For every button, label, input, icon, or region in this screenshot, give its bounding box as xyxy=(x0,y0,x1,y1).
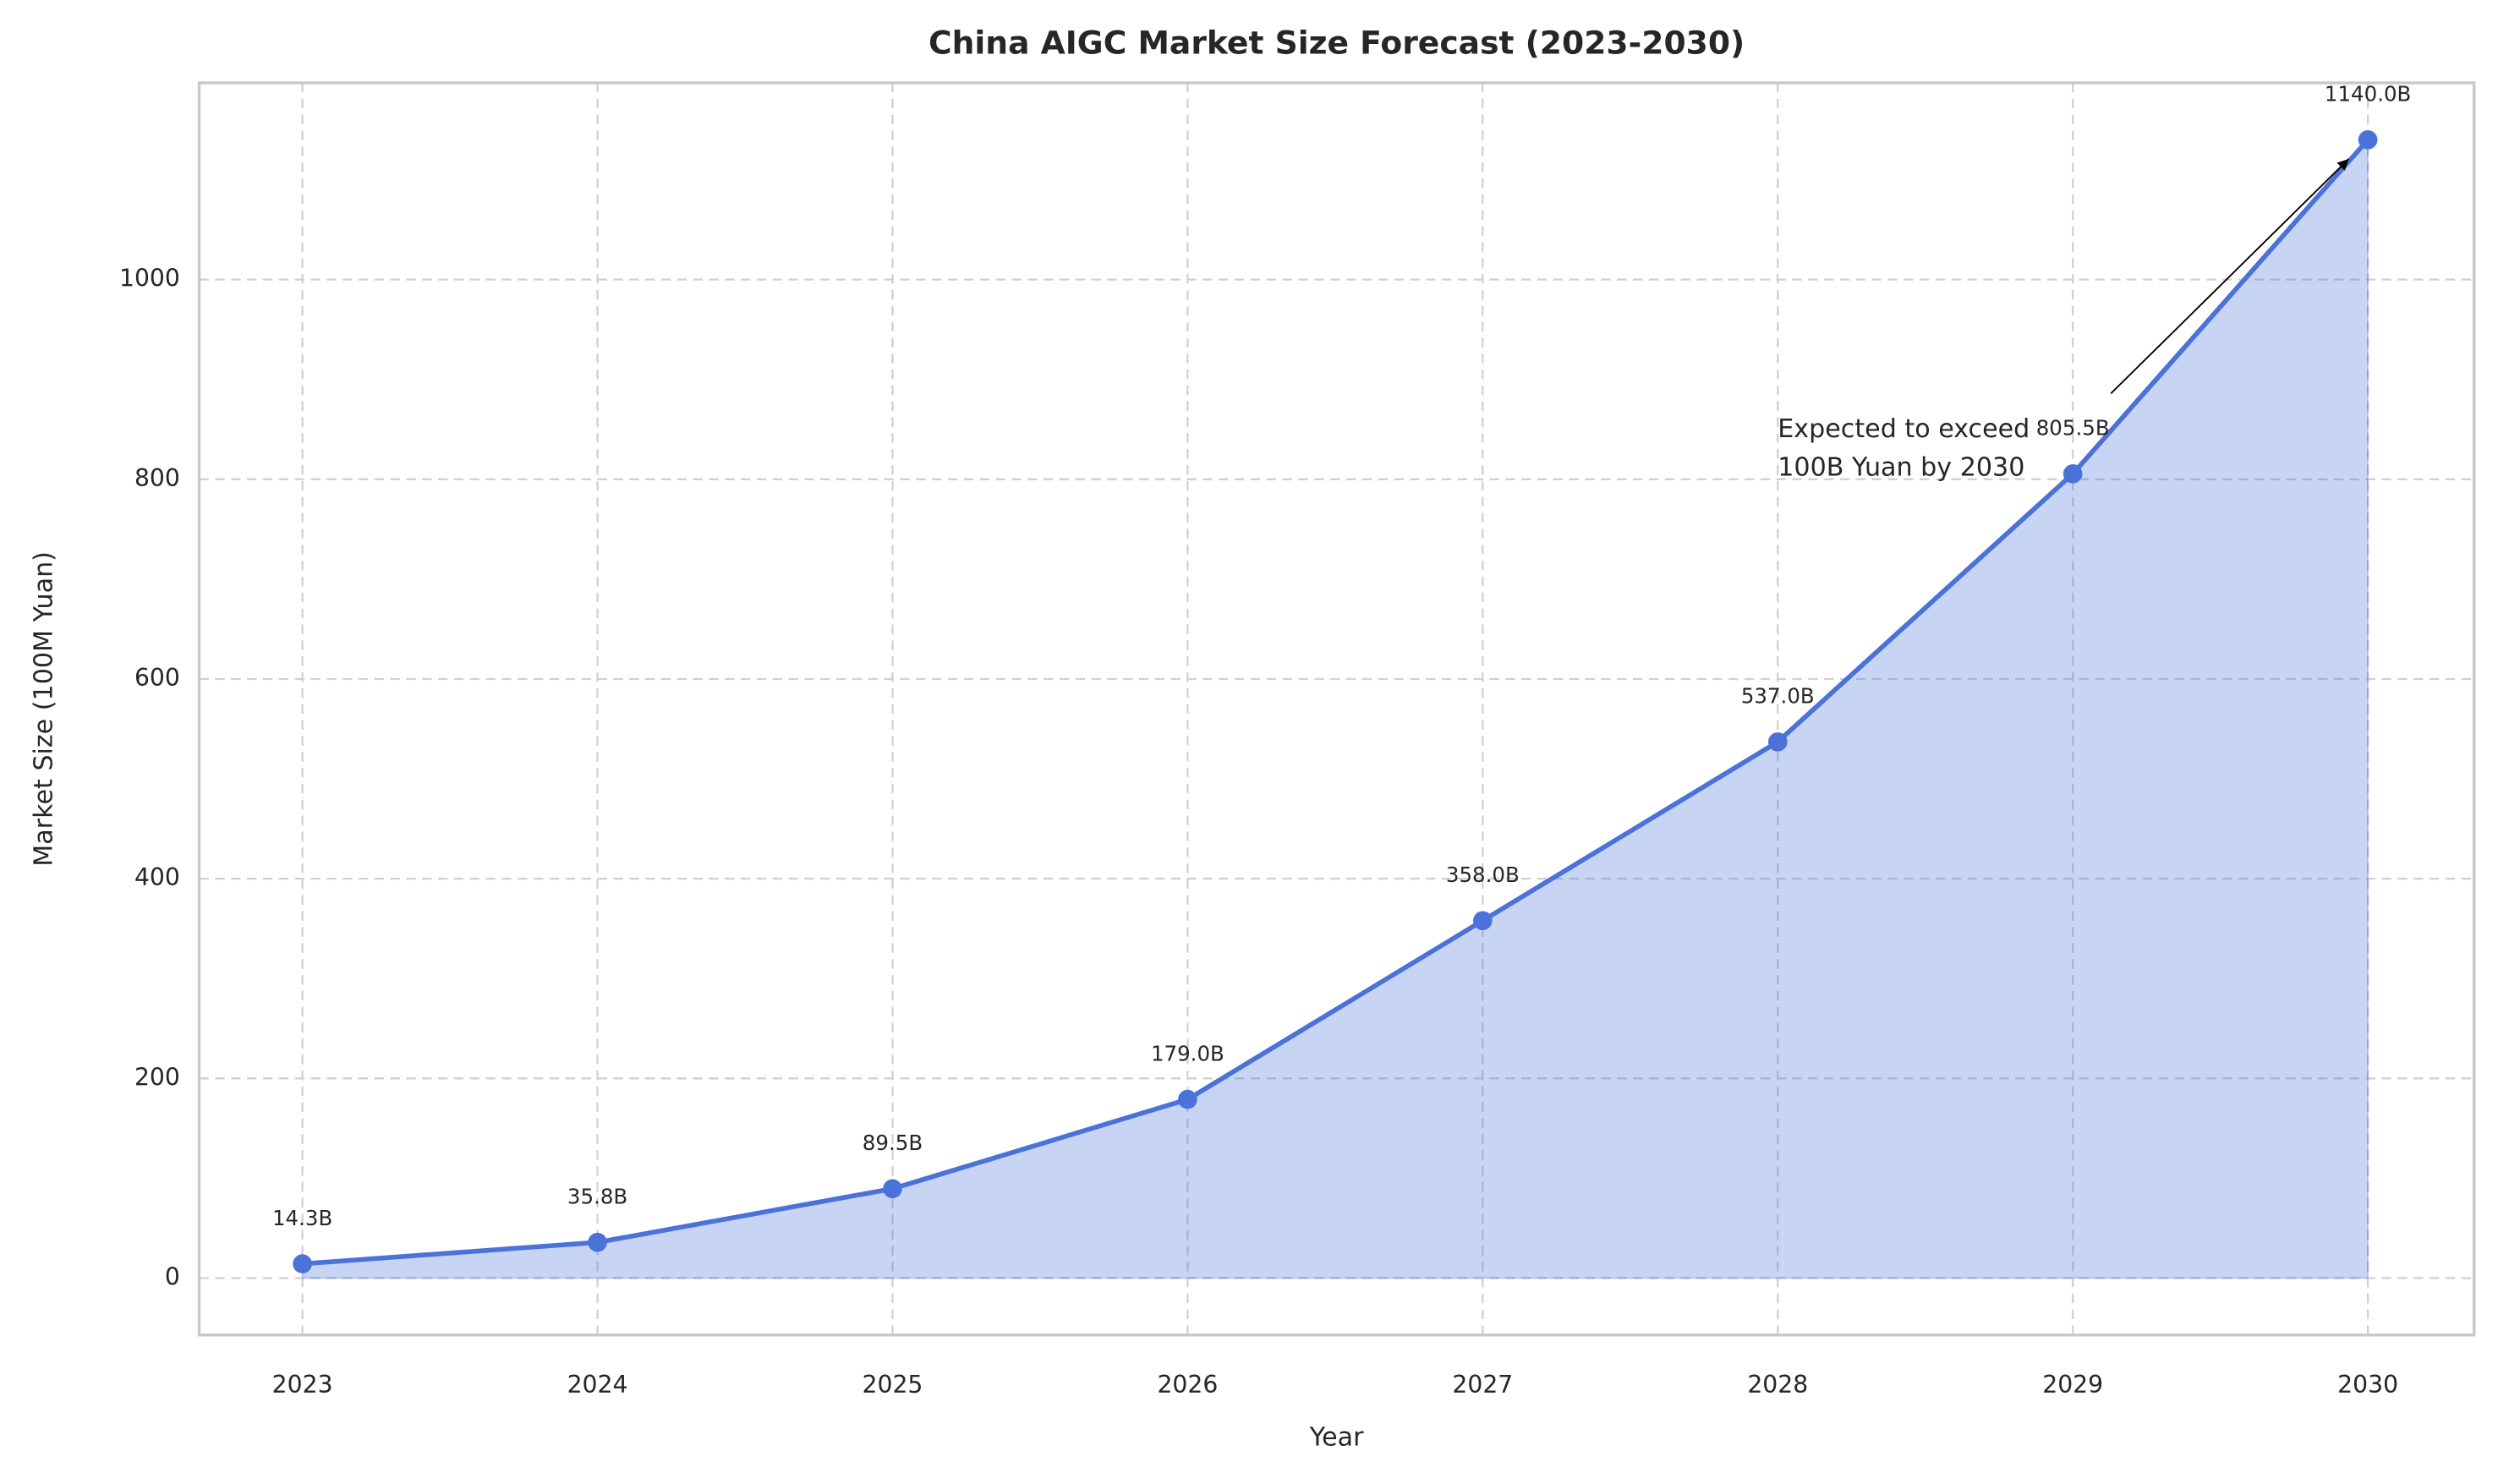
point xyxy=(2062,464,2083,484)
plot-frame xyxy=(197,81,2476,1337)
x-tick-label: 2030 xyxy=(2337,1371,2398,1399)
point xyxy=(293,1254,312,1273)
point xyxy=(883,1179,902,1199)
x-tick-label: 2026 xyxy=(1157,1371,1218,1399)
point xyxy=(1473,911,1493,931)
y-tick-label: 0 xyxy=(165,1262,180,1290)
y-tick-label: 1000 xyxy=(119,265,180,293)
x-axis-label: Year xyxy=(1309,1423,1364,1453)
x-tick-label: 2023 xyxy=(272,1371,333,1399)
value-label: 1140.0B xyxy=(2325,82,2411,107)
annotation-arrow xyxy=(2110,158,2350,395)
x-tick-label: 2024 xyxy=(567,1371,628,1399)
value-label: 35.8B xyxy=(567,1184,627,1208)
point xyxy=(1178,1089,1197,1109)
point xyxy=(2358,130,2378,150)
y-tick-label: 400 xyxy=(134,863,180,891)
point xyxy=(1767,732,1788,752)
chart-title: China AIGC Market Size Forecast (2023-20… xyxy=(929,24,1745,61)
value-label: 537.0B xyxy=(1741,684,1815,709)
area xyxy=(301,137,2369,1279)
value-label: 805.5B xyxy=(2036,416,2110,441)
value-label: 179.0B xyxy=(1151,1041,1224,1065)
line xyxy=(302,138,2370,1267)
x-tick-label: 2027 xyxy=(1452,1371,1513,1399)
y-tick-label: 200 xyxy=(134,1063,180,1091)
x-tick-label: 2028 xyxy=(1747,1371,1808,1399)
y-axis-label: Market Size (100M Yuan) xyxy=(29,551,58,867)
x-tick-label: 2029 xyxy=(2042,1371,2103,1399)
annotation: 100B Yuan by 2030 xyxy=(1778,452,2024,482)
value-label: 358.0B xyxy=(1446,862,1520,887)
value-label: 14.3B xyxy=(272,1206,332,1230)
y-tick-label: 600 xyxy=(134,664,180,692)
point xyxy=(588,1232,607,1252)
y-tick-label: 800 xyxy=(134,464,180,492)
annotation: Expected to exceed xyxy=(1778,414,2030,444)
x-tick-label: 2025 xyxy=(863,1371,923,1399)
value-label: 89.5B xyxy=(863,1131,923,1155)
